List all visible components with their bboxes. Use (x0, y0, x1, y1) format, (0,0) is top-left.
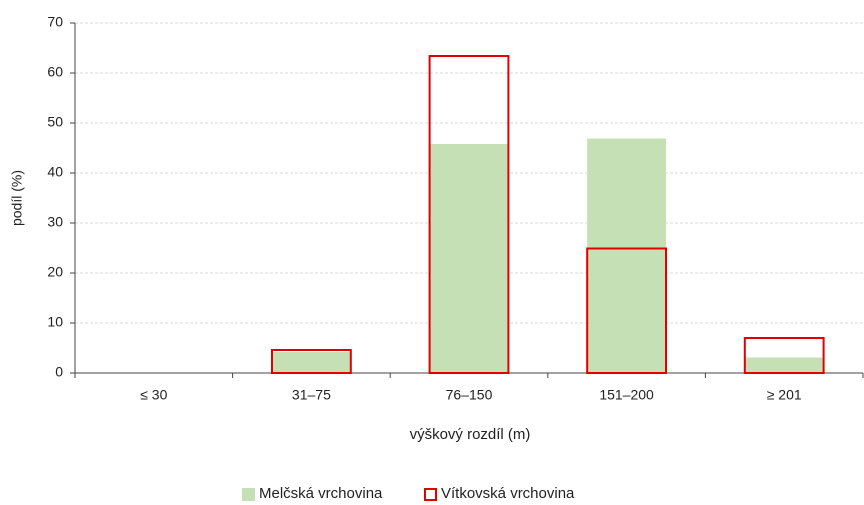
y-tick-label: 60 (47, 64, 63, 80)
y-tick-label: 0 (55, 364, 63, 380)
x-tick-label: 76–150 (446, 387, 493, 403)
bar (429, 144, 509, 373)
x-tick-label: 151–200 (599, 387, 654, 403)
bar (271, 349, 352, 374)
bar (744, 357, 824, 373)
bar (586, 247, 668, 374)
x-tick-label: 31–75 (292, 387, 331, 403)
x-tick-label: ≤ 30 (140, 387, 167, 403)
legend-swatch (424, 488, 437, 501)
x-axis-label: výškový rozdíl (m) (410, 426, 531, 443)
x-tick-label: ≥ 201 (767, 387, 802, 403)
legend-label: Vítkovská vrchovina (441, 485, 575, 502)
bar (272, 352, 351, 373)
legend-label: Melčská vrchovina (259, 485, 383, 502)
y-tick-label: 70 (47, 14, 63, 30)
bar (743, 337, 825, 374)
y-tick-label: 20 (47, 264, 63, 280)
legend-swatch (242, 488, 255, 501)
y-tick-label: 50 (47, 114, 63, 130)
bar (587, 138, 666, 373)
y-tick-label: 10 (47, 314, 63, 330)
y-tick-label: 30 (47, 214, 63, 230)
y-axis-label: podíl (%) (9, 170, 25, 226)
bar (428, 55, 510, 374)
y-tick-label: 40 (47, 164, 63, 180)
